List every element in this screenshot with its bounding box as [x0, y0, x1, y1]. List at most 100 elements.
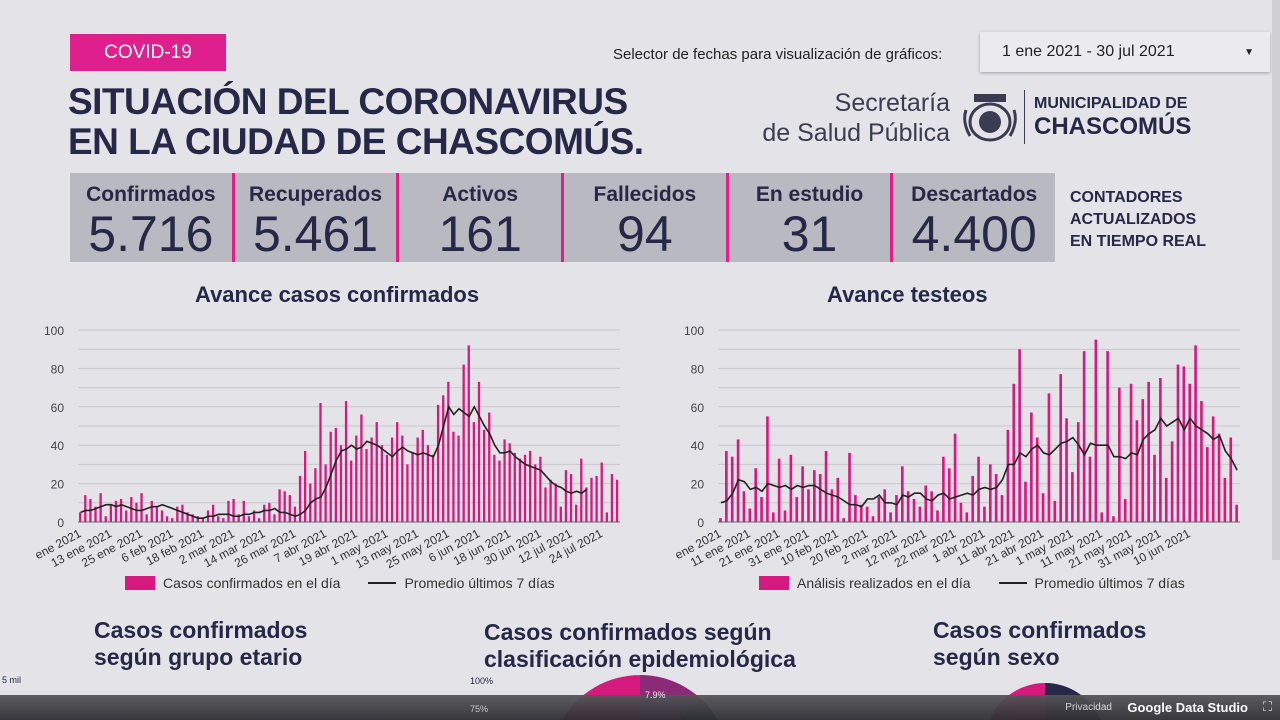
bar — [795, 497, 799, 522]
bar — [1188, 383, 1192, 522]
bar — [278, 489, 281, 522]
municipal-crest-icon — [963, 94, 1017, 142]
bar — [760, 497, 763, 522]
municipalidad-logo-text: MUNICIPALIDAD DE CHASCOMÚS — [1034, 94, 1191, 140]
bar — [319, 402, 322, 522]
bar — [370, 437, 373, 522]
bar — [1229, 437, 1233, 522]
note-line: CONTADORES — [1070, 189, 1183, 206]
bar — [334, 427, 337, 522]
epi-slice-label: 7.9% — [645, 690, 666, 700]
bar — [912, 498, 916, 522]
bar — [854, 495, 857, 522]
bar — [544, 487, 547, 522]
bar — [554, 483, 557, 522]
y-tick-label: 60 — [51, 401, 65, 415]
date-range-selector[interactable]: 1 ene 2021 - 30 jul 2021 ▼ — [980, 32, 1270, 72]
fullscreen-icon[interactable]: ⛶ — [1262, 699, 1272, 714]
bar — [467, 345, 470, 522]
bar — [754, 468, 758, 522]
bar — [830, 489, 834, 522]
counter-label: Activos — [442, 183, 519, 206]
bar — [104, 516, 107, 522]
title-line: SITUACIÓN DEL CORONAVIRUS — [68, 81, 628, 122]
bar — [171, 518, 174, 522]
bar — [959, 502, 963, 522]
epi-title: Casos confirmados según clasificación epi… — [484, 619, 796, 673]
bar — [201, 518, 205, 522]
bar — [293, 506, 297, 522]
counter-label: En estudio — [755, 183, 864, 206]
privacy-link[interactable]: Privacidad — [1065, 702, 1112, 713]
muni-line: CHASCOMÚS — [1034, 113, 1192, 140]
scrollbar[interactable] — [1272, 0, 1280, 560]
bar — [1094, 339, 1098, 522]
bar — [983, 506, 986, 522]
counter-5: Descartados 4.400 — [893, 173, 1055, 262]
bar — [1141, 399, 1145, 522]
bar — [605, 512, 608, 522]
bar — [130, 497, 133, 522]
bar — [1059, 374, 1062, 522]
counter-2: Activos 161 — [399, 173, 565, 262]
bar — [971, 475, 975, 522]
bar — [539, 456, 542, 522]
bar — [232, 498, 235, 522]
bar — [176, 506, 179, 522]
bar — [1194, 345, 1197, 522]
bar — [1164, 477, 1168, 522]
bar — [1135, 420, 1139, 522]
legend-bar-swatch — [125, 576, 155, 590]
y-tick-label: 0 — [697, 516, 704, 530]
bar — [406, 464, 409, 522]
bar — [431, 454, 435, 522]
bar — [482, 429, 486, 522]
bar — [777, 458, 781, 522]
google-data-studio-link[interactable]: Google Data Studio — [1127, 700, 1248, 715]
y-tick-label: 100 — [684, 324, 704, 338]
avg-line — [720, 416, 1238, 508]
bar — [508, 443, 511, 522]
bar — [191, 514, 194, 522]
bar — [1235, 504, 1238, 522]
bar — [257, 518, 261, 522]
bar — [610, 474, 614, 522]
legend-label: Promedio últimos 7 días — [1034, 575, 1185, 591]
muni-line: MUNICIPALIDAD DE — [1034, 95, 1188, 112]
title-line: Casos confirmados según — [484, 619, 772, 645]
bar — [1030, 412, 1033, 522]
bar — [298, 475, 302, 522]
chart-title-confirmed: Avance casos confirmados — [195, 282, 480, 307]
bar — [390, 437, 394, 522]
bar — [1159, 378, 1162, 522]
bar — [1024, 481, 1027, 522]
bar — [575, 504, 578, 522]
bar — [783, 510, 787, 522]
bar — [79, 512, 82, 522]
y-tick-label: 40 — [691, 439, 705, 453]
bar — [222, 518, 225, 522]
bar — [350, 460, 353, 522]
bar — [559, 506, 562, 522]
bar — [1170, 441, 1174, 522]
bar — [140, 493, 143, 522]
bar — [1211, 416, 1215, 522]
bar — [125, 510, 128, 522]
bar — [1088, 456, 1092, 522]
bar — [227, 500, 230, 522]
bar — [268, 502, 271, 522]
bar — [288, 495, 291, 522]
bar — [801, 466, 804, 522]
bar — [1223, 477, 1227, 522]
bar — [742, 491, 746, 522]
title-line: clasificación epidemiológica — [484, 646, 796, 672]
legend-line-swatch — [368, 582, 397, 584]
bar — [344, 401, 348, 522]
bar — [871, 516, 875, 522]
bar — [447, 381, 450, 522]
age-group-title: Casos confirmados según grupo etario — [94, 617, 307, 671]
bar — [865, 506, 869, 522]
bar — [1082, 351, 1086, 522]
